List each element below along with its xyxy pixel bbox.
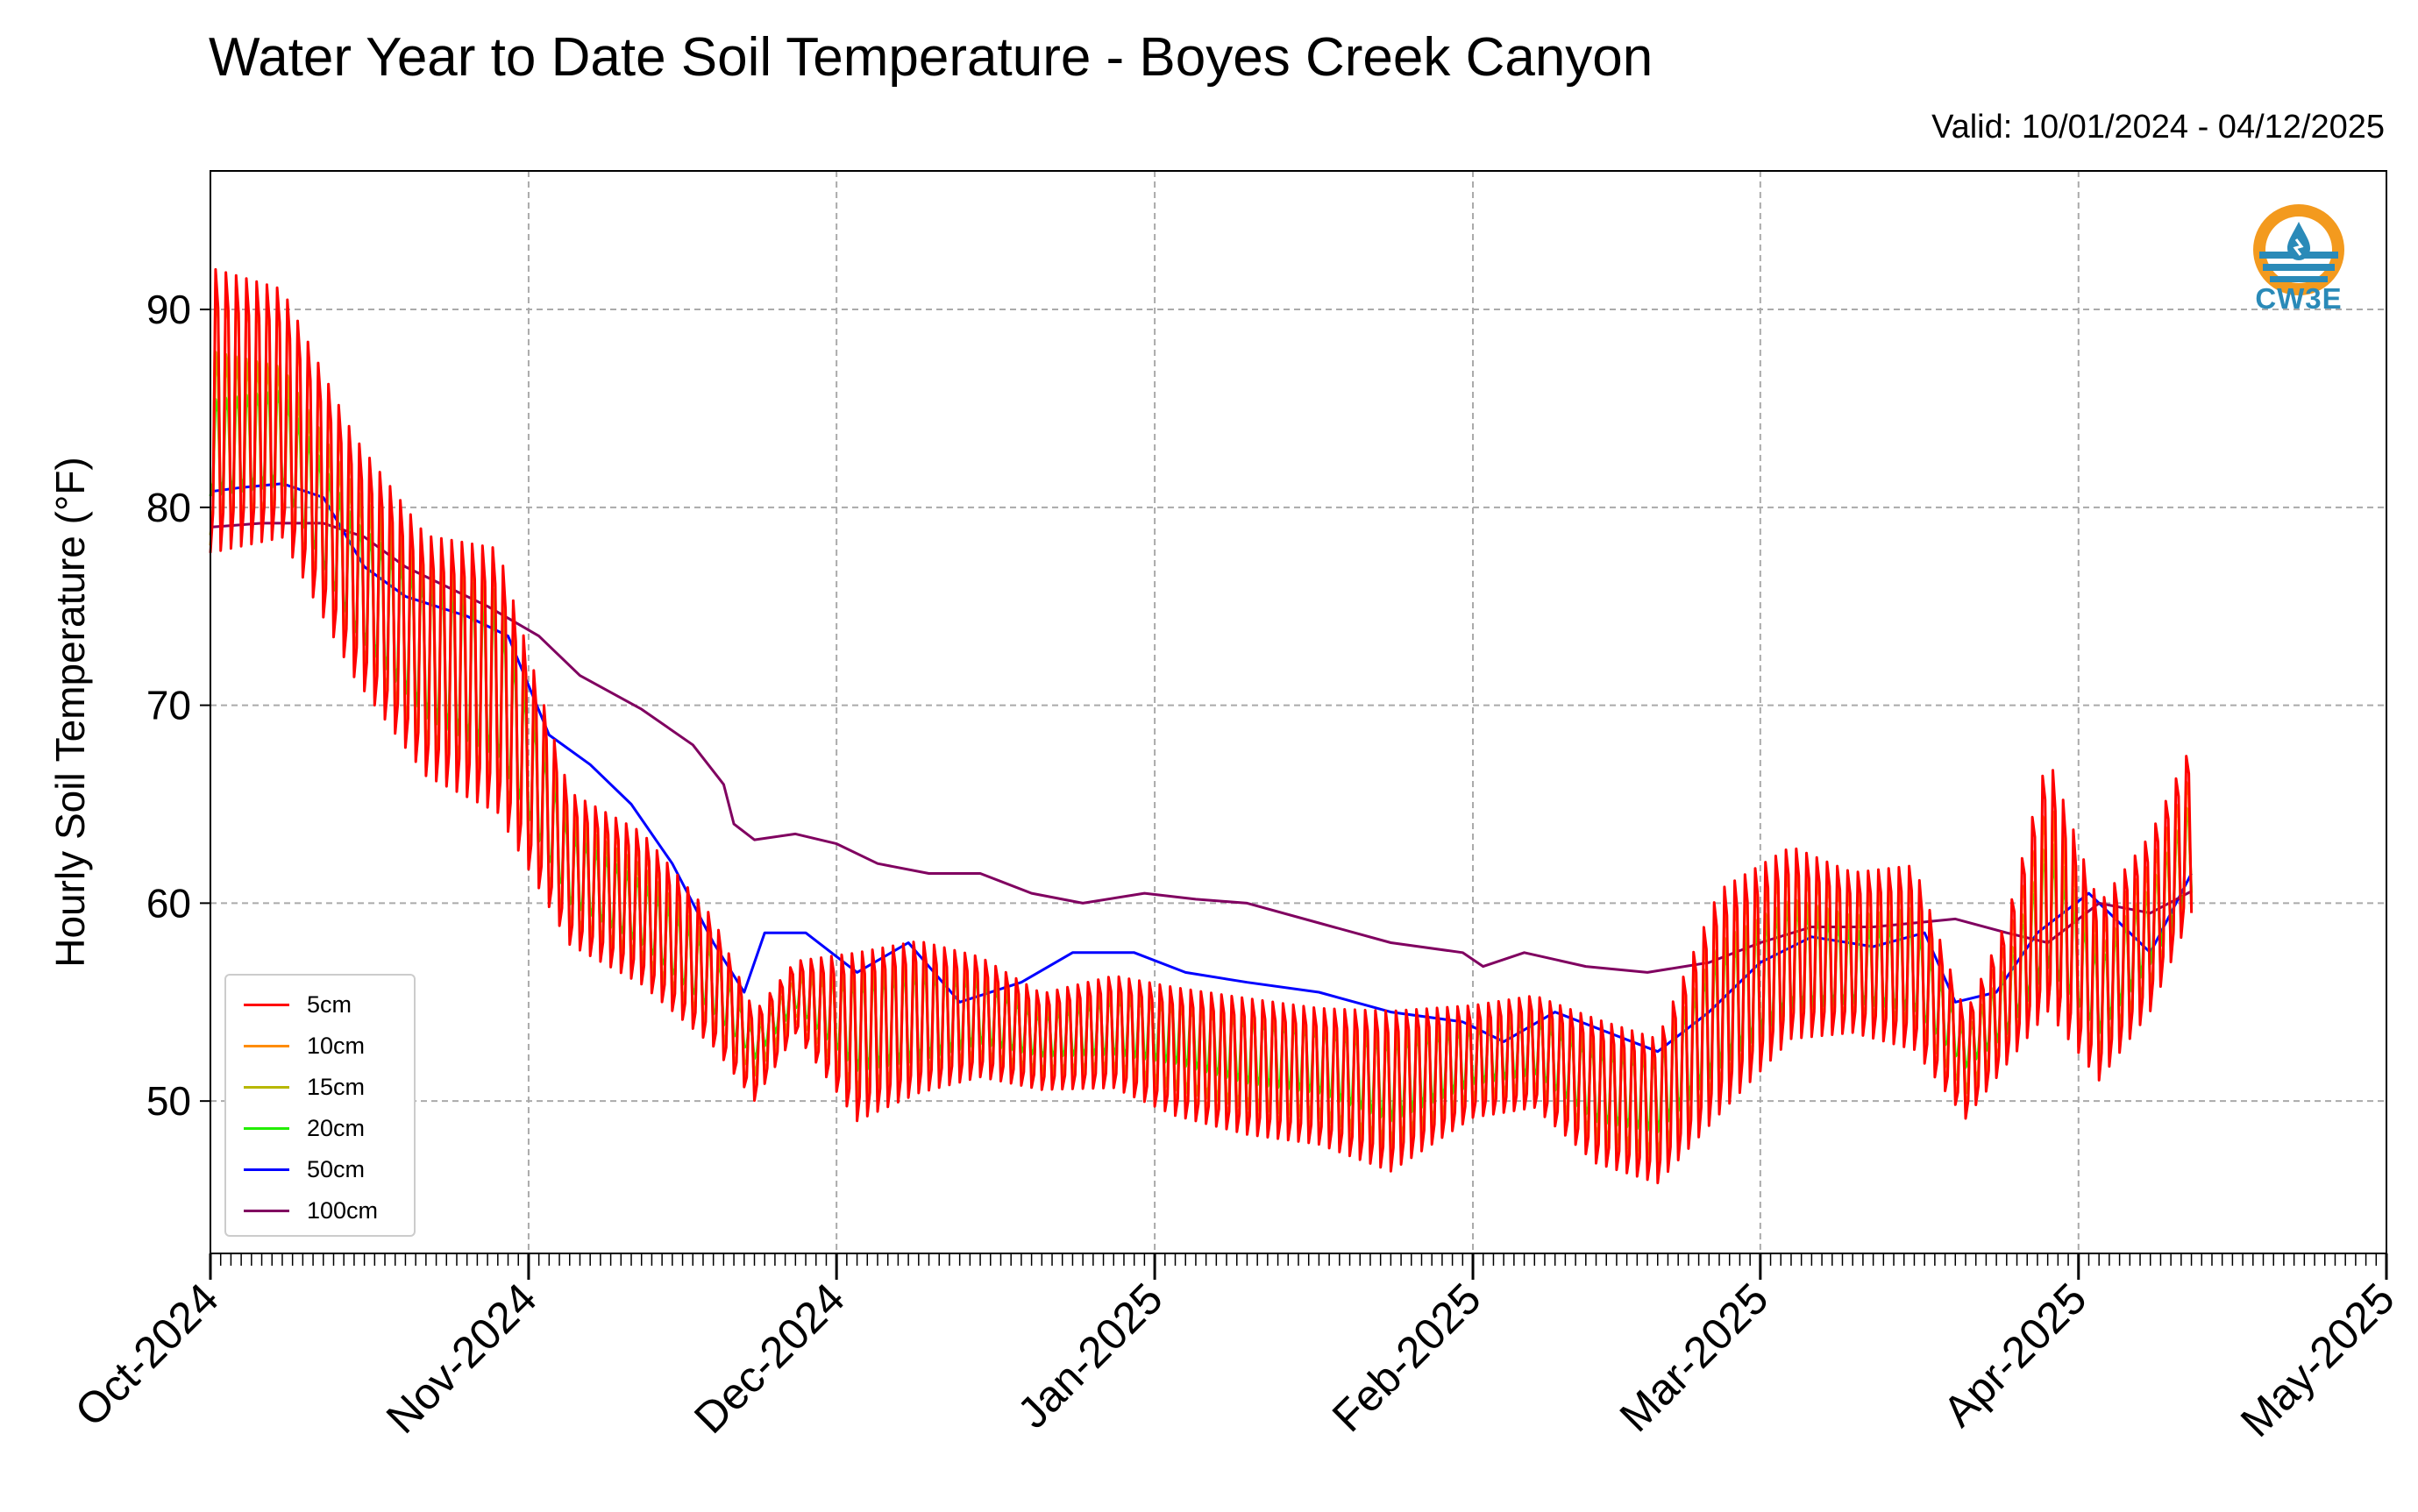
y-tick-label: 70 bbox=[146, 683, 191, 728]
x-tick-label: Mar-2025 bbox=[1611, 1274, 1778, 1441]
legend-label: 15cm bbox=[307, 1074, 366, 1100]
y-tick-label: 60 bbox=[146, 880, 191, 926]
x-tick-label: Feb-2025 bbox=[1323, 1274, 1490, 1441]
legend-item-50cm: 50cm bbox=[238, 1153, 414, 1188]
legend-swatch bbox=[244, 1004, 289, 1006]
y-tick-label: 50 bbox=[146, 1078, 191, 1124]
legend-item-15cm: 15cm bbox=[238, 1070, 414, 1105]
x-tick-label: Dec-2024 bbox=[685, 1274, 854, 1443]
axis-ticks bbox=[200, 309, 2388, 1280]
cw3e-logo-icon bbox=[2253, 204, 2344, 295]
legend-item-5cm: 5cm bbox=[238, 988, 414, 1023]
series-line-5cm bbox=[209, 267, 2194, 1185]
legend-label: 10cm bbox=[307, 1033, 366, 1059]
x-tick-label: Jan-2025 bbox=[1008, 1274, 1172, 1437]
legend-label: 50cm bbox=[307, 1156, 366, 1182]
y-axis-title: Hourly Soil Temperature (°F) bbox=[47, 457, 93, 968]
x-tick-label: Apr-2025 bbox=[1933, 1274, 2095, 1436]
series-lines bbox=[209, 267, 2194, 1185]
x-tick-label: Oct-2024 bbox=[66, 1274, 228, 1436]
chart-title: Water Year to Date Soil Temperature - Bo… bbox=[209, 27, 1653, 88]
legend-swatch bbox=[244, 1210, 289, 1212]
legend-swatch bbox=[244, 1127, 289, 1130]
cw3e-logo-text: CW3E bbox=[2255, 282, 2343, 315]
legend-label: 20cm bbox=[307, 1115, 366, 1141]
chart-legend: 5cm 10cm 15cm 20cm 50cm 100cm bbox=[224, 974, 416, 1237]
x-tick-label: Nov-2024 bbox=[377, 1274, 546, 1443]
valid-date-range: Valid: 10/01/2024 - 04/12/2025 bbox=[1931, 109, 2385, 146]
legend-label: 100cm bbox=[307, 1197, 379, 1224]
legend-item-10cm: 10cm bbox=[238, 1029, 414, 1064]
legend-item-100cm: 100cm bbox=[238, 1194, 414, 1229]
y-tick-label: 90 bbox=[146, 287, 191, 332]
legend-swatch bbox=[244, 1045, 289, 1047]
x-tick-label: May-2025 bbox=[2231, 1274, 2404, 1446]
legend-swatch bbox=[244, 1168, 289, 1171]
legend-label: 5cm bbox=[307, 991, 352, 1018]
legend-swatch bbox=[244, 1086, 289, 1089]
axis-labels: 50 60 70 80 90 Oct-2024 Nov-2024 Dec-2024 Jan-20… bbox=[47, 287, 2404, 1446]
grid-lines bbox=[210, 171, 2386, 1253]
legend-item-20cm: 20cm bbox=[238, 1111, 414, 1146]
y-tick-label: 80 bbox=[146, 485, 191, 530]
